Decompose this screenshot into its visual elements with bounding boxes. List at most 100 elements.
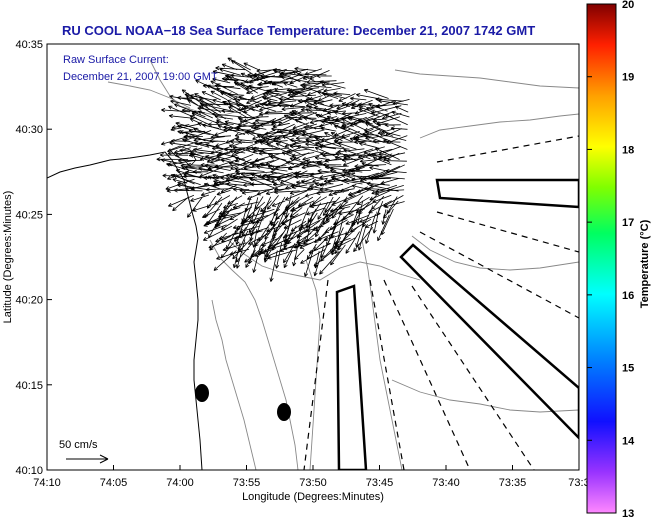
current-vector (320, 126, 337, 132)
current-vector (193, 127, 219, 137)
current-vector (345, 231, 360, 254)
current-vector (262, 96, 278, 102)
current-vector (306, 207, 325, 216)
current-vector (213, 180, 243, 190)
current-vector (308, 134, 330, 139)
y-axis-title: Latitude (Degrees:Minutes) (2, 191, 14, 324)
overlay-label-line2: December 21, 2007 19:00 GMT (63, 71, 218, 83)
current-vector (326, 115, 346, 125)
current-vector (259, 141, 274, 148)
current-vector (385, 169, 407, 174)
current-vector (250, 182, 272, 187)
current-vector (279, 130, 303, 136)
x-tick-label: 74:05 (100, 477, 128, 489)
current-vector (230, 158, 252, 170)
current-vector (197, 110, 213, 119)
current-vector (188, 129, 211, 135)
current-vector (325, 208, 345, 222)
current-vector (300, 107, 324, 112)
current-vector (197, 122, 225, 131)
colorbar-tick-label: 14 (622, 435, 635, 447)
current-vector (304, 250, 314, 277)
current-vector (260, 74, 291, 80)
current-vector (341, 118, 367, 131)
current-vector (347, 188, 364, 196)
current-vector (243, 62, 260, 71)
current-vector (209, 138, 226, 144)
current-vector (283, 242, 296, 264)
current-vector (348, 168, 371, 173)
current-vector (218, 151, 246, 161)
current-vector (215, 140, 232, 148)
current-vector (204, 103, 234, 112)
colorbar-tick-label: 18 (622, 144, 634, 156)
current-vector (190, 194, 210, 202)
current-vector (266, 225, 282, 233)
current-vector (342, 153, 373, 167)
current-vector (341, 124, 366, 136)
current-vector (203, 182, 222, 190)
current-vector (283, 232, 292, 248)
current-vector (212, 112, 240, 117)
current-vector (284, 190, 308, 201)
current-vector (200, 162, 218, 168)
current-vector (259, 123, 274, 128)
current-vector (272, 182, 300, 187)
current-vector (321, 82, 345, 87)
current-vector (394, 105, 409, 113)
current-vector (292, 122, 310, 130)
current-vector (363, 88, 389, 99)
current-vector (166, 162, 197, 173)
current-vector (203, 218, 222, 227)
current-vector (189, 115, 211, 126)
current-vector (275, 142, 301, 155)
current-vector (283, 81, 298, 88)
current-vector (260, 102, 277, 107)
plot-background (47, 44, 579, 470)
current-vector (244, 248, 264, 263)
current-vector (229, 144, 259, 155)
current-vector (166, 188, 188, 193)
current-vector (349, 96, 367, 101)
current-vector (284, 230, 305, 244)
current-vector (243, 105, 263, 113)
current-vector (289, 138, 309, 143)
current-vector (375, 147, 400, 160)
current-vector (315, 137, 345, 149)
current-vector (309, 116, 337, 125)
current-vector (333, 110, 361, 120)
x-tick-label: 73:40 (432, 477, 460, 489)
current-vector (267, 249, 297, 260)
current-vector (254, 196, 264, 210)
y-tick-label: 40:10 (15, 465, 43, 477)
current-vector (228, 161, 253, 168)
current-vector (324, 117, 352, 125)
current-vector (216, 190, 231, 196)
buoy-marker-1 (195, 384, 209, 402)
current-vector (334, 237, 356, 249)
current-vector (313, 105, 338, 112)
current-vector (351, 184, 376, 192)
current-vector (357, 118, 386, 132)
scale-label: 50 cm/s (59, 439, 98, 451)
current-vector (289, 188, 313, 195)
current-vector (204, 163, 231, 171)
current-vector (372, 119, 387, 125)
current-vector (293, 242, 312, 249)
current-vector (214, 114, 233, 120)
current-vector (359, 158, 387, 164)
x-tick-label: 74:10 (33, 477, 61, 489)
current-vector (330, 132, 352, 142)
current-vector (266, 89, 292, 101)
current-vector (327, 110, 346, 115)
current-vector (377, 214, 390, 242)
current-vector (275, 242, 282, 269)
current-vector (173, 188, 203, 193)
current-vector (289, 157, 321, 168)
current-vector (390, 126, 408, 131)
current-vector (295, 172, 322, 180)
current-vector (319, 251, 340, 275)
current-vector (187, 162, 204, 168)
current-vector (384, 201, 405, 209)
current-vector (391, 110, 410, 118)
